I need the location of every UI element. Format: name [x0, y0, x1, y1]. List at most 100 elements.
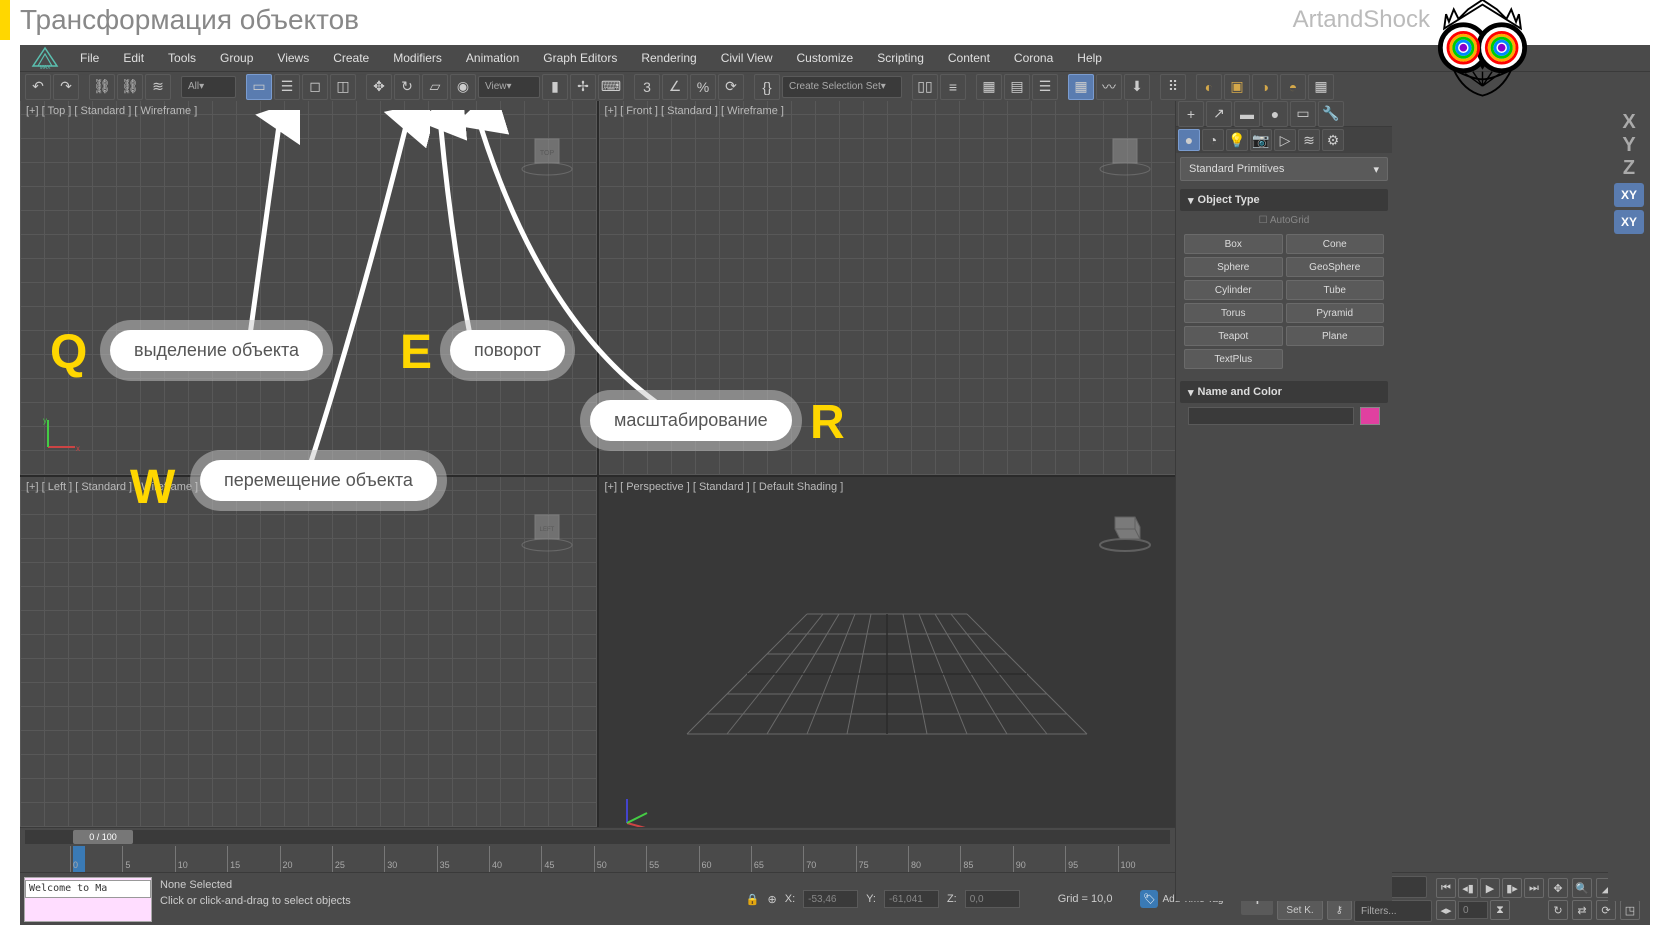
object-type-header[interactable]: ▾ Object Type: [1180, 189, 1388, 211]
object-button-plane[interactable]: Plane: [1286, 326, 1385, 346]
app-logo-icon[interactable]: MAX: [22, 45, 67, 71]
create-tab-icon[interactable]: +: [1178, 101, 1204, 127]
curve-editor-icon[interactable]: 〰: [1096, 74, 1122, 100]
object-button-torus[interactable]: Torus: [1184, 303, 1283, 323]
menu-views[interactable]: Views: [267, 47, 319, 69]
menu-civil[interactable]: Civil View: [711, 47, 783, 69]
systems-cat-icon[interactable]: ⚙: [1322, 129, 1344, 151]
utilities-tab-icon[interactable]: 🔧: [1318, 101, 1344, 127]
render-iter-icon[interactable]: ◓: [1280, 74, 1306, 100]
select-object-icon[interactable]: ▭: [246, 74, 272, 100]
snap-icon[interactable]: 3: [634, 74, 660, 100]
schematic-icon[interactable]: ⬇: [1124, 74, 1150, 100]
max-toggle-icon[interactable]: ◳: [1620, 900, 1640, 920]
object-button-cone[interactable]: Cone: [1286, 234, 1385, 254]
menu-animation[interactable]: Animation: [456, 47, 529, 69]
hierarchy-tab-icon[interactable]: ▬: [1234, 101, 1260, 127]
mirror-icon[interactable]: ▯▯: [912, 74, 938, 100]
menu-help[interactable]: Help: [1067, 47, 1112, 69]
xy-plane-button-2[interactable]: XY: [1614, 210, 1644, 234]
render-frame-icon[interactable]: ▣: [1224, 74, 1250, 100]
spacewarps-cat-icon[interactable]: ≋: [1298, 129, 1320, 151]
color-swatch[interactable]: [1360, 407, 1380, 425]
shapes-cat-icon[interactable]: ◔: [1202, 129, 1224, 151]
x-coord-input[interactable]: [803, 890, 858, 908]
selection-filter[interactable]: All ▾: [181, 76, 236, 98]
menu-tools[interactable]: Tools: [158, 47, 206, 69]
angle-snap-icon[interactable]: ∠: [662, 74, 688, 100]
placement-icon[interactable]: ◉: [450, 74, 476, 100]
object-button-sphere[interactable]: Sphere: [1184, 257, 1283, 277]
play-icon[interactable]: ▶: [1480, 878, 1500, 898]
selection-set-dropdown[interactable]: Create Selection Set ▾: [782, 76, 902, 98]
object-button-pyramid[interactable]: Pyramid: [1286, 303, 1385, 323]
viewcube-icon[interactable]: TOP: [517, 121, 577, 181]
viewcube-icon[interactable]: LEFT: [517, 497, 577, 557]
primitives-dropdown[interactable]: Standard Primitives▾: [1180, 157, 1388, 181]
modify-tab-icon[interactable]: ↗: [1206, 101, 1232, 127]
z-coord-input[interactable]: [965, 890, 1020, 908]
material-editor-icon[interactable]: ⠿: [1160, 74, 1186, 100]
roll-icon[interactable]: ⟳: [1596, 900, 1616, 920]
goto-end-icon[interactable]: ⏭: [1524, 878, 1544, 898]
menu-customize[interactable]: Customize: [787, 47, 864, 69]
window-crossing-icon[interactable]: ◫: [330, 74, 356, 100]
autogrid-checkbox[interactable]: ☐ AutoGrid: [1180, 211, 1388, 230]
scale-icon[interactable]: ▱: [422, 74, 448, 100]
object-button-teapot[interactable]: Teapot: [1184, 326, 1283, 346]
bind-icon[interactable]: ≋: [145, 74, 171, 100]
geometry-cat-icon[interactable]: ●: [1178, 129, 1200, 151]
spinner-snap-icon[interactable]: ⟳: [718, 74, 744, 100]
link-icon[interactable]: ⛓: [89, 74, 115, 100]
keyboard-icon[interactable]: ⌨: [598, 74, 624, 100]
y-coord-input[interactable]: [884, 890, 939, 908]
undo-icon[interactable]: ↶: [25, 74, 51, 100]
key-step-icon[interactable]: ◂▸: [1436, 900, 1456, 920]
menu-corona[interactable]: Corona: [1004, 47, 1063, 69]
viewport-top[interactable]: [+] [ Top ] [ Standard ] [ Wireframe ] T…: [20, 101, 597, 475]
move-icon[interactable]: ✥: [366, 74, 392, 100]
select-by-name-icon[interactable]: ☰: [274, 74, 300, 100]
xy-plane-button[interactable]: XY: [1614, 183, 1644, 207]
lights-cat-icon[interactable]: 💡: [1226, 129, 1248, 151]
pivot-icon[interactable]: ▮: [542, 74, 568, 100]
menu-graph[interactable]: Graph Editors: [533, 47, 627, 69]
script-input[interactable]: [25, 880, 151, 898]
rotate-icon[interactable]: ↻: [394, 74, 420, 100]
viewcube-icon[interactable]: [1095, 121, 1155, 181]
menu-modifiers[interactable]: Modifiers: [383, 47, 452, 69]
motion-tab-icon[interactable]: ●: [1262, 101, 1288, 127]
menu-edit[interactable]: Edit: [113, 47, 154, 69]
set-key-button[interactable]: Set K.: [1277, 900, 1322, 920]
object-button-geosphere[interactable]: GeoSphere: [1286, 257, 1385, 277]
name-color-header[interactable]: ▾ Name and Color: [1180, 381, 1388, 403]
layer-explorer-icon[interactable]: ▦: [976, 74, 1002, 100]
script-listener[interactable]: [24, 877, 152, 922]
viewport-left[interactable]: [+] [ Left ] [ Standard ] [ Wireframe ] …: [20, 477, 597, 851]
current-frame-input[interactable]: [1458, 901, 1488, 919]
time-config-icon[interactable]: ⧗: [1490, 900, 1510, 920]
object-button-tube[interactable]: Tube: [1286, 280, 1385, 300]
redo-icon[interactable]: ↷: [53, 74, 79, 100]
viewcube-icon[interactable]: [1095, 497, 1155, 557]
menu-scripting[interactable]: Scripting: [867, 47, 934, 69]
object-button-box[interactable]: Box: [1184, 234, 1283, 254]
lock-icon[interactable]: 🔒: [746, 893, 760, 906]
rect-region-icon[interactable]: ◻: [302, 74, 328, 100]
menu-content[interactable]: Content: [938, 47, 1000, 69]
layer-manager-icon[interactable]: ☰: [1032, 74, 1058, 100]
manip-icon[interactable]: ✢: [570, 74, 596, 100]
orbit-icon[interactable]: ↻: [1548, 900, 1568, 920]
unlink-icon[interactable]: ⛓: [117, 74, 143, 100]
object-button-cylinder[interactable]: Cylinder: [1184, 280, 1283, 300]
menu-group[interactable]: Group: [210, 47, 263, 69]
cameras-cat-icon[interactable]: 📷: [1250, 129, 1272, 151]
goto-start-icon[interactable]: ⏮: [1436, 878, 1456, 898]
object-button-textplus[interactable]: TextPlus: [1184, 349, 1283, 369]
viewport-perspective[interactable]: [+] [ Perspective ] [ Standard ] [ Defau…: [599, 477, 1176, 851]
dolly-icon[interactable]: ⇄: [1572, 900, 1592, 920]
time-slider-handle[interactable]: 0 / 100: [73, 830, 133, 844]
menu-rendering[interactable]: Rendering: [631, 47, 706, 69]
object-name-input[interactable]: [1188, 407, 1354, 425]
key-mode-icon[interactable]: ⚷: [1327, 900, 1352, 920]
